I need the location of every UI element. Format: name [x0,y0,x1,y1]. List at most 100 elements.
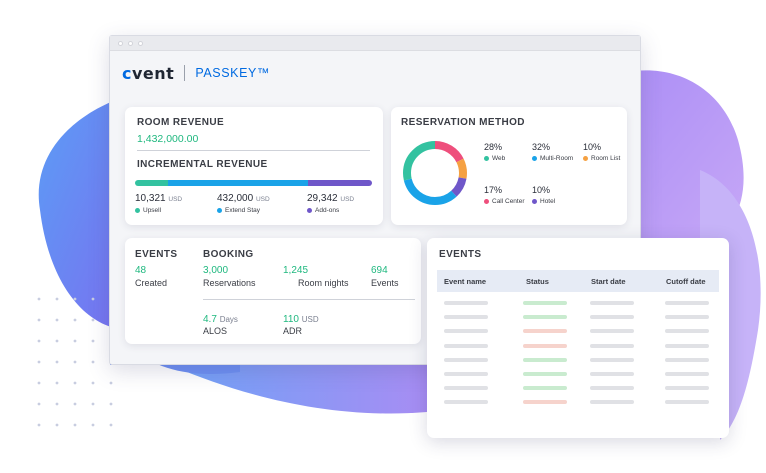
reservation-method-title: RESERVATION METHOD [401,117,525,128]
extend-stay-swatch [217,208,222,213]
add-ons-label: Add-ons [315,207,340,214]
table-cell-event-name[interactable] [444,386,488,391]
donut-slice-multi-room [403,141,467,205]
events-stat-title: EVENTS [135,249,178,260]
bar-segment-add-ons [308,180,372,186]
window-control-minimize[interactable] [128,40,133,46]
reservations-value: 3,000 [203,265,229,276]
table-cell-event-name[interactable] [444,301,488,305]
alos-number: 4.7 [203,314,217,325]
table-cell-event-name[interactable] [444,315,488,320]
upsell-legend: Upsell [135,207,161,214]
multi-room-label: Multi-Room [540,155,574,162]
upsell-label: Upsell [143,207,162,214]
reservation-method-donut [403,141,467,205]
hotel-pct: 10% [532,185,551,195]
events-table-panel: EVENTS Event name Status Start date Cuto… [427,238,729,438]
table-cell-start-date [590,315,634,320]
extend-stay-label: Extend Stay [225,207,261,214]
incremental-revenue-title: INCREMENTAL REVENUE [137,159,268,170]
call-center-swatch [484,199,489,204]
table-cell-start-date [590,400,634,405]
booking-events-label: Events [371,278,399,288]
incremental-revenue-bar [135,180,372,186]
table-cell-start-date [590,372,634,376]
room-list-label: Room List [591,155,621,162]
multi-room-swatch [532,156,537,161]
booking-title: BOOKING [203,249,254,260]
window-control-maximize[interactable] [138,40,143,46]
events-created-value: 48 [135,265,147,276]
table-cell-start-date [590,357,634,362]
room-nights-value: 1,245 [283,265,309,276]
table-cell-status [523,386,567,391]
revenue-card: ROOM REVENUE 1,432,000.00 INCREMENTAL RE… [125,107,383,225]
hotel-swatch [532,199,537,204]
reservations-label: Reservations [203,278,256,288]
table-cell-status [523,301,567,305]
table-cell-cutoff-date [665,357,709,362]
call-center-pct: 17% [484,185,503,195]
extend-stay-legend: Extend Stay [217,207,260,214]
cvent-logo-rest: vent [131,63,175,83]
table-cell-status [523,315,567,320]
revenue-divider [137,150,370,151]
add-ons-unit: USD [340,196,355,203]
table-cell-cutoff-date [665,386,709,391]
room-revenue-value: 1,432,000.00 [137,133,199,145]
alos-unit: Days [219,315,238,324]
cvent-logo-accent: c [122,63,132,83]
adr-label: ADR [283,326,303,336]
room-nights-label: Room nights [298,278,349,288]
web-legend: Web [484,155,505,162]
column-cutoff-date[interactable]: Cutoff date [666,276,706,286]
add-ons-value: 29,342 USD [307,193,354,204]
brand-divider [184,65,186,81]
table-cell-status [523,357,567,362]
adr-number: 110 [283,314,299,325]
web-label: Web [492,155,506,162]
cvent-logo[interactable]: cvent [122,64,174,83]
room-list-pct: 10% [583,142,602,152]
alos-value: 4.7 Days [203,314,238,325]
column-start-date[interactable]: Start date [591,276,626,286]
room-revenue-title: ROOM REVENUE [137,117,225,128]
window-control-close[interactable] [118,40,123,46]
table-cell-event-name[interactable] [444,372,488,376]
events-created-label: Created [135,278,168,288]
room-list-swatch [583,156,588,161]
web-pct: 28% [484,142,503,152]
table-cell-event-name[interactable] [444,343,488,348]
multi-room-legend: Multi-Room [532,155,573,162]
table-cell-status [523,343,567,348]
window-titlebar [110,36,640,51]
table-cell-event-name[interactable] [444,400,488,405]
add-ons-swatch [307,208,312,213]
reservation-method-card: RESERVATION METHOD 28% Web 32% Multi-Roo… [391,107,627,225]
product-name: PASSKEY™ [195,66,271,80]
table-cell-start-date [590,301,634,305]
room-list-legend: Room List [583,155,620,162]
table-cell-event-name[interactable] [444,329,488,334]
table-cell-cutoff-date [665,400,709,405]
table-cell-cutoff-date [665,329,709,334]
booking-divider [203,299,415,300]
hotel-legend: Hotel [532,198,555,205]
table-cell-start-date [590,386,634,391]
table-cell-event-name[interactable] [444,357,488,362]
upsell-amount: 10,321 [135,193,166,204]
events-table-title: EVENTS [439,249,482,260]
donut-slice-room-list [403,141,467,205]
add-ons-amount: 29,342 [307,193,338,204]
bar-segment-extend-stay [168,180,308,186]
column-event-name[interactable]: Event name [444,276,487,286]
table-cell-start-date [590,329,634,334]
column-status[interactable]: Status [526,276,549,286]
upsell-value: 10,321 USD [135,193,182,204]
hotel-label: Hotel [540,198,556,205]
brand-header: cvent PASSKEY™ [122,64,271,83]
table-cell-status [523,372,567,376]
web-swatch [484,156,489,161]
table-cell-cutoff-date [665,301,709,305]
table-cell-status [523,400,567,405]
